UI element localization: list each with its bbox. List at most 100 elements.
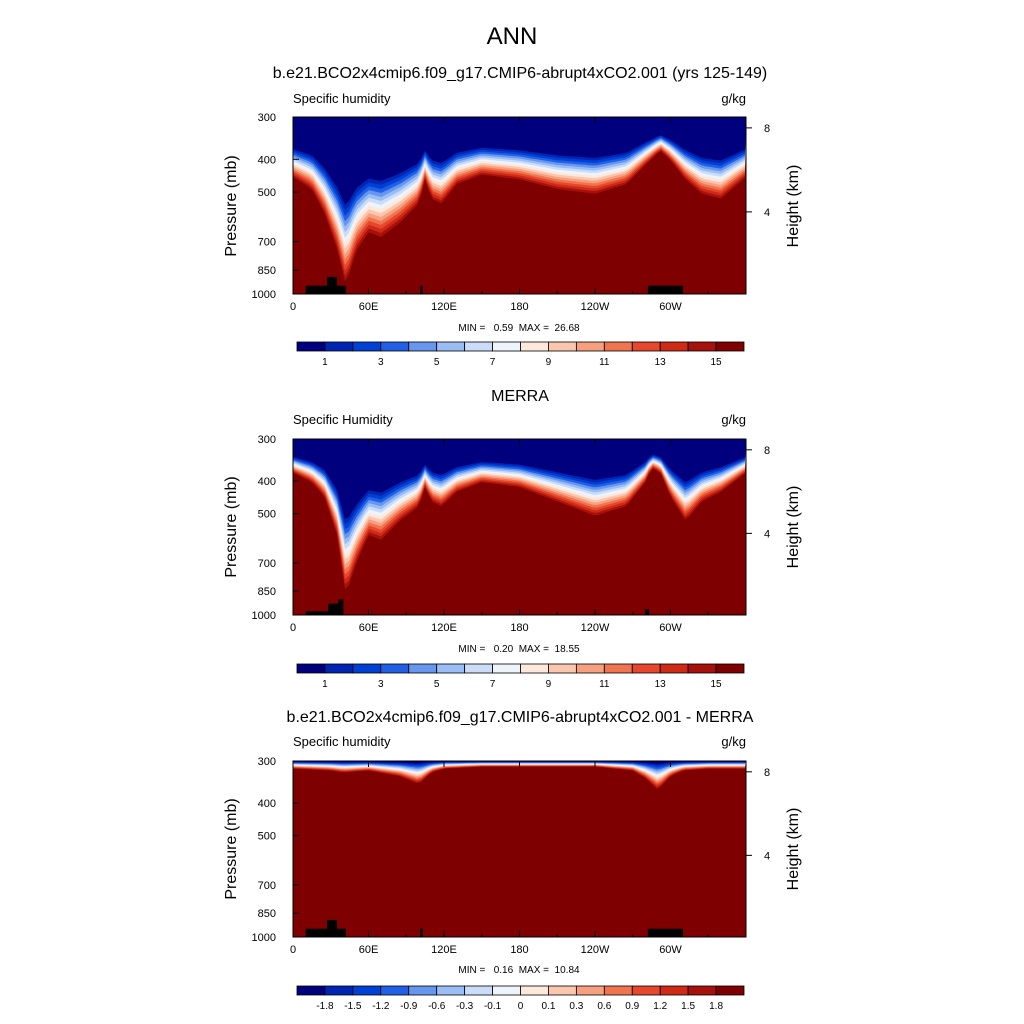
colorbar-label: 0.6 xyxy=(597,1001,611,1012)
colorbar-swatch xyxy=(715,341,745,352)
colorbar-swatch xyxy=(492,985,521,996)
colorbar-swatch xyxy=(687,341,717,352)
colorbar-swatch xyxy=(464,985,493,996)
x-tick-label: 120E xyxy=(431,944,457,956)
heatmap-plot: 0 60E 120E 180 120W 60W 300 400 500 700 850 1000 8 4 xyxy=(252,112,771,313)
colorbar-swatch xyxy=(548,341,577,352)
colorbar: 1 3 5 7 9 11 13 15 xyxy=(296,341,745,368)
topography xyxy=(338,599,344,615)
colorbar-swatch xyxy=(659,985,689,996)
colorbar-label: 1.2 xyxy=(653,1001,667,1012)
topography xyxy=(328,603,339,615)
colorbar-label: 9 xyxy=(546,679,552,690)
topography xyxy=(647,928,684,937)
contour-band xyxy=(293,117,746,205)
y-tick-label: 500 xyxy=(258,509,276,521)
colorbar-swatch xyxy=(352,985,382,996)
colorbar-swatch xyxy=(380,341,410,352)
colorbar-label: 0.9 xyxy=(625,1001,639,1012)
colorbar-swatch xyxy=(687,663,717,674)
colorbar-label: 13 xyxy=(655,357,667,368)
y-right-tick-label: 8 xyxy=(764,445,770,457)
y-tick-label: 850 xyxy=(258,586,276,598)
colorbar-swatch xyxy=(603,663,633,674)
panel-title: b.e21.BCO2x4cmip6.f09_g17.CMIP6-abrupt4x… xyxy=(287,709,754,726)
colorbar-swatch xyxy=(436,663,466,674)
colorbar-label: 7 xyxy=(490,679,496,690)
colorbar-swatch xyxy=(324,985,354,996)
y-axis-label: Pressure (mb) xyxy=(223,798,240,899)
y-tick-label: 850 xyxy=(258,265,276,277)
x-tick-label: 120W xyxy=(581,301,610,313)
field-label: Specific humidity xyxy=(293,91,391,106)
contour-band xyxy=(293,761,746,765)
colorbar-swatch xyxy=(380,663,410,674)
units-label: g/kg xyxy=(721,412,746,427)
colorbar-swatch xyxy=(324,663,354,674)
y-tick-label: 400 xyxy=(258,476,276,488)
colorbar-swatch xyxy=(296,985,326,996)
panel-title: b.e21.BCO2x4cmip6.f09_g17.CMIP6-abrupt4x… xyxy=(273,65,767,82)
colorbar-label: -1.5 xyxy=(344,1001,362,1012)
colorbar-swatch xyxy=(296,341,326,352)
colorbar-swatch xyxy=(715,663,745,674)
y-right-tick-label: 8 xyxy=(764,767,770,779)
colorbar-label: 1.8 xyxy=(709,1001,723,1012)
colorbar-label: 1.5 xyxy=(681,1001,695,1012)
colorbar-swatch xyxy=(687,985,717,996)
colorbar-swatch xyxy=(575,341,605,352)
colorbar-label: -1.2 xyxy=(372,1001,390,1012)
y-tick-label: 300 xyxy=(258,434,276,446)
topography xyxy=(305,928,346,937)
colorbar-swatch xyxy=(631,341,661,352)
colorbar-swatch xyxy=(659,341,689,352)
colorbar-swatch xyxy=(324,341,354,352)
units-label: g/kg xyxy=(721,734,746,749)
figure-title: ANN xyxy=(487,23,538,50)
contour-band xyxy=(293,761,746,937)
colorbar-swatch xyxy=(436,985,466,996)
y-right-tick-label: 4 xyxy=(764,207,770,219)
panel-title: MERRA xyxy=(491,388,549,405)
stats-label: MIN = 0.20 MAX = 18.55 xyxy=(458,644,580,655)
stats-label: MIN = 0.59 MAX = 26.68 xyxy=(458,323,580,334)
y-tick-label: 400 xyxy=(258,154,276,166)
y-tick-label: 1000 xyxy=(252,289,276,301)
x-tick-label: 120E xyxy=(431,622,457,634)
units-label: g/kg xyxy=(721,91,746,106)
colorbar-swatch xyxy=(464,341,493,352)
topography xyxy=(305,285,346,294)
colorbar-label: 3 xyxy=(378,357,384,368)
colorbar-label: 0.1 xyxy=(541,1001,555,1012)
colorbar-label: -0.3 xyxy=(456,1001,474,1012)
colorbar-swatch xyxy=(296,663,326,674)
y-right-axis-label: Height (km) xyxy=(785,486,802,569)
colorbar-label: 11 xyxy=(599,679,610,690)
x-tick-label: 60E xyxy=(359,301,379,313)
colorbar-swatch xyxy=(408,985,438,996)
field-label: Specific Humidity xyxy=(293,412,393,427)
colorbar-label: -0.1 xyxy=(484,1001,502,1012)
y-axis-label: Pressure (mb) xyxy=(223,155,240,256)
topography xyxy=(326,919,338,937)
colorbar-swatch xyxy=(436,341,466,352)
x-tick-label: 60E xyxy=(359,944,379,956)
field-label: Specific humidity xyxy=(293,734,391,749)
colorbar-swatch xyxy=(520,341,549,352)
contour-band xyxy=(293,439,746,520)
colorbar-swatch xyxy=(715,985,745,996)
colorbar: -1.8 -1.5 -1.2 -0.9 -0.6 -0.3 -0.1 0 0.1 0.3 0.6 0.… xyxy=(296,985,745,1012)
y-tick-label: 850 xyxy=(258,908,276,920)
x-tick-label: 120W xyxy=(581,944,610,956)
colorbar-swatch xyxy=(352,341,382,352)
colorbar-label: 9 xyxy=(546,357,552,368)
x-tick-label: 60W xyxy=(659,301,682,313)
heatmap-plot: 0 60E 120E 180 120W 60W 300 400 500 700 850 1000 8 4 xyxy=(252,434,771,634)
topography xyxy=(420,928,423,937)
colorbar-label: -1.8 xyxy=(316,1001,334,1012)
x-tick-label: 0 xyxy=(290,944,296,956)
colorbar-swatch xyxy=(603,341,633,352)
colorbar-label: 1 xyxy=(322,357,328,368)
colorbar-swatch xyxy=(520,985,549,996)
x-tick-label: 60W xyxy=(659,622,682,634)
